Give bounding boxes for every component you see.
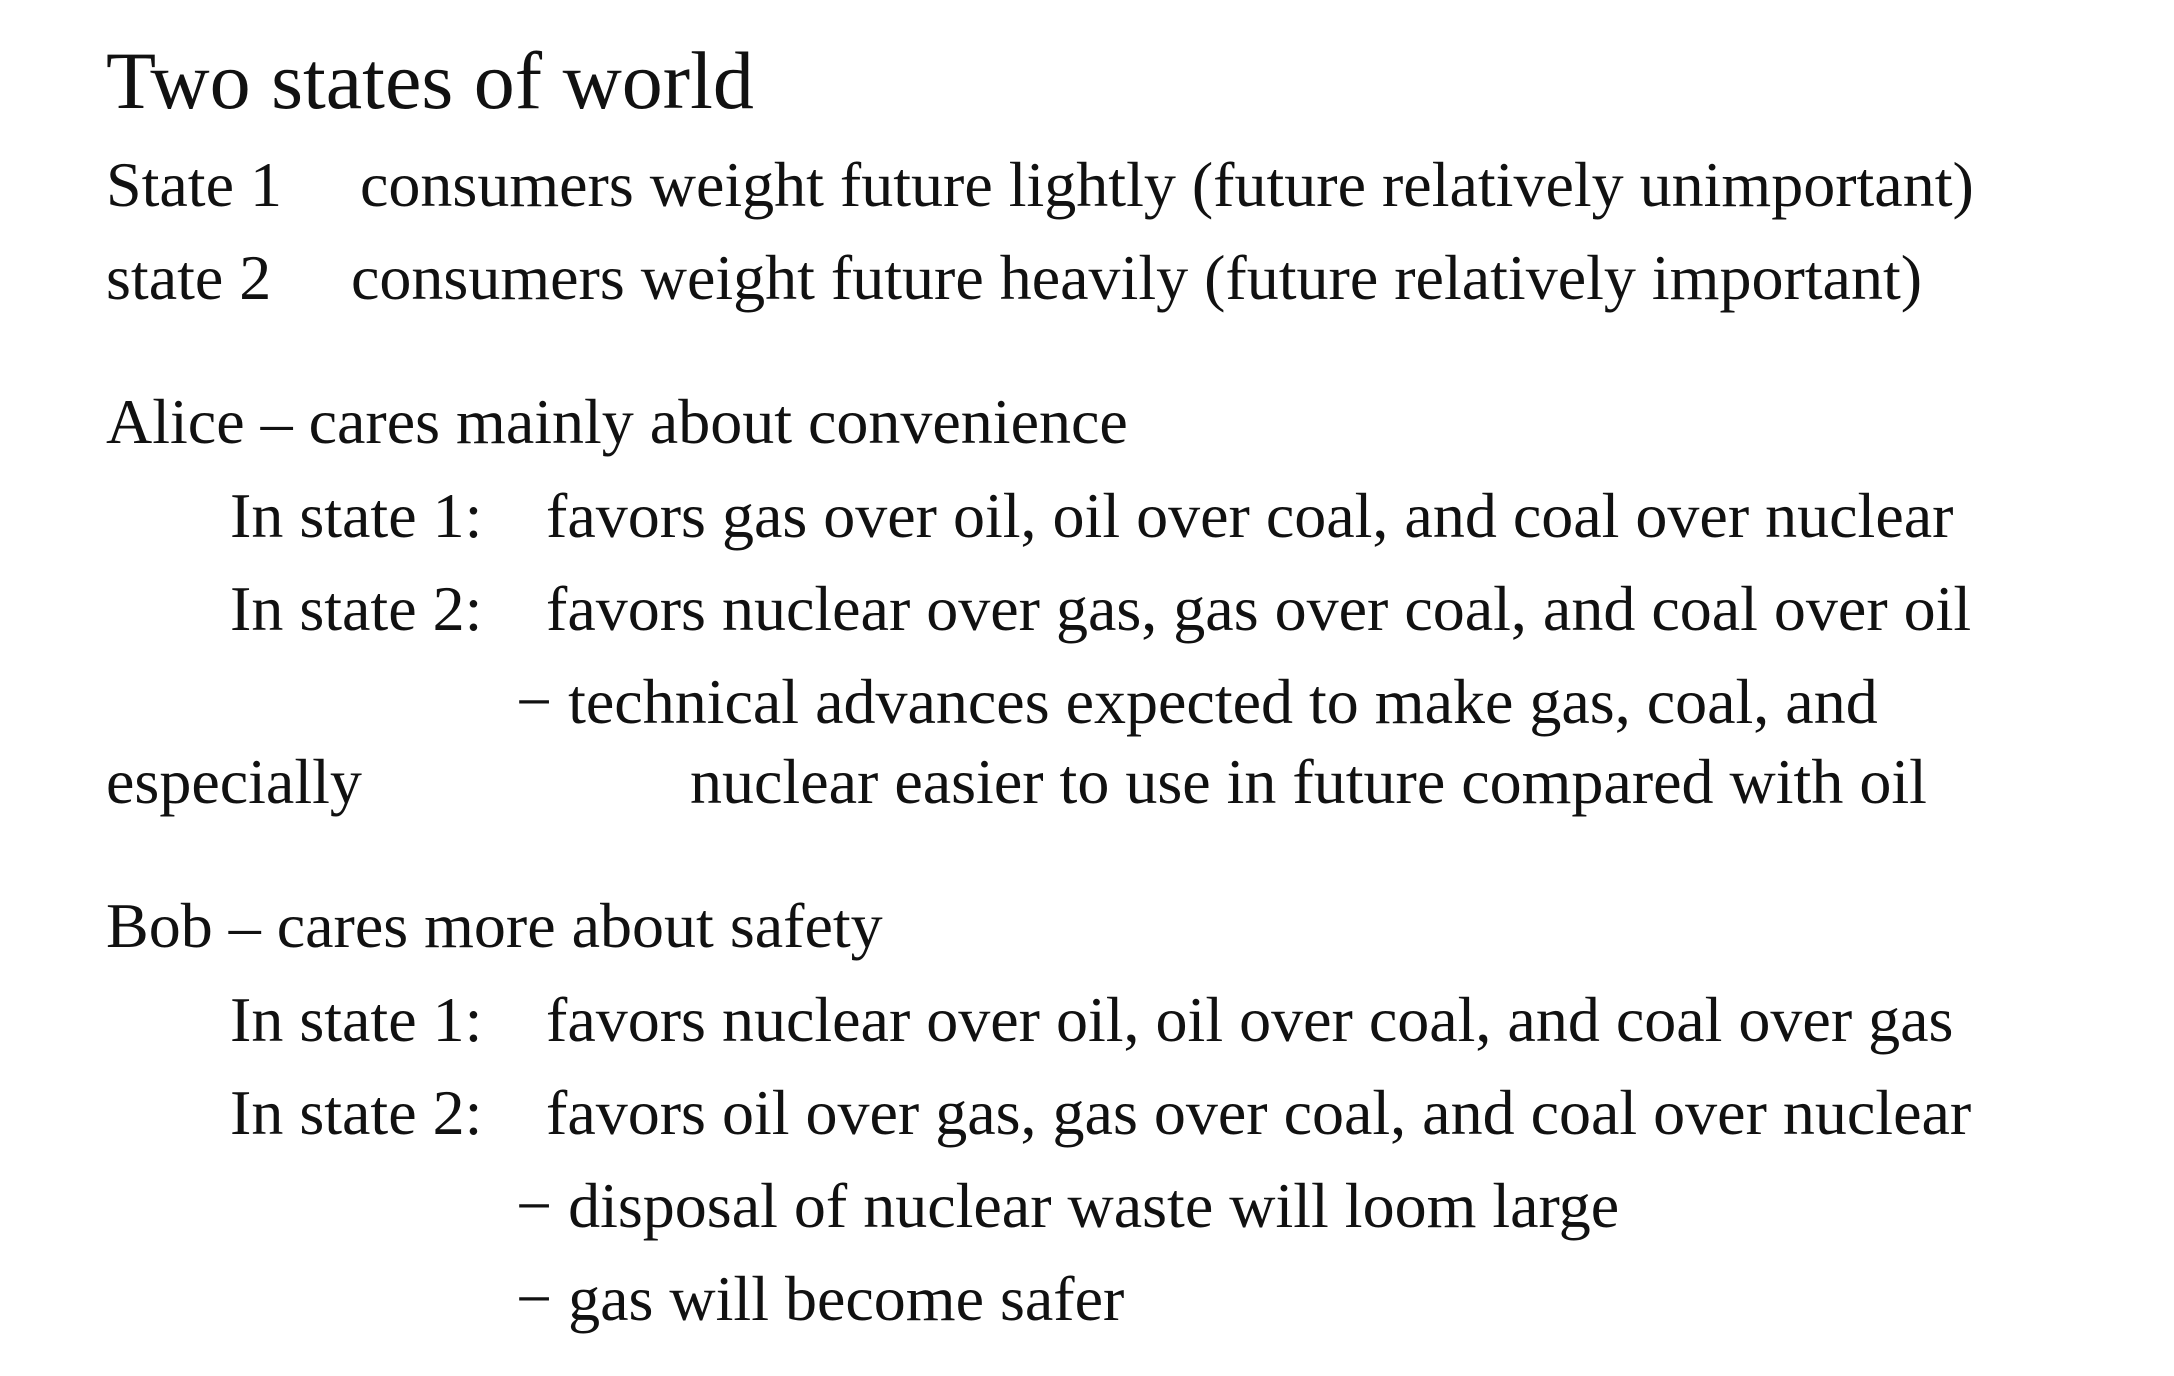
alice-note-line1: − technical advances expected to make ga… [516,666,1878,737]
state2-label: state 2 [106,242,272,313]
bob-note1: − disposal of nuclear waste will loom la… [516,1170,1620,1241]
alice-state2-label: In state 2: [230,573,483,644]
slide-title: Two states of world [106,35,754,126]
state1-description: consumers weight future lightly (future … [360,149,1974,220]
alice-note-line2: nuclear easier to use in future compared… [690,746,1927,817]
state2-description: consumers weight future heavily (future … [351,242,1923,313]
alice-state1-preference: favors gas over oil, oil over coal, and … [546,480,1954,551]
bob-heading: Bob – cares more about safety [106,890,883,961]
alice-state1-label: In state 1: [230,480,483,551]
state1-label: State 1 [106,149,282,220]
alice-state2-preference: favors nuclear over gas, gas over coal, … [546,573,1972,644]
alice-note-word: especially [106,746,362,817]
bob-state2-label: In state 2: [230,1077,483,1148]
bob-state1-label: In state 1: [230,984,483,1055]
bob-state1-preference: favors nuclear over oil, oil over coal, … [546,984,1954,1055]
alice-heading: Alice – cares mainly about convenience [106,386,1128,457]
bob-note2: − gas will become safer [516,1263,1125,1334]
bob-state2-preference: favors oil over gas, gas over coal, and … [546,1077,1972,1148]
